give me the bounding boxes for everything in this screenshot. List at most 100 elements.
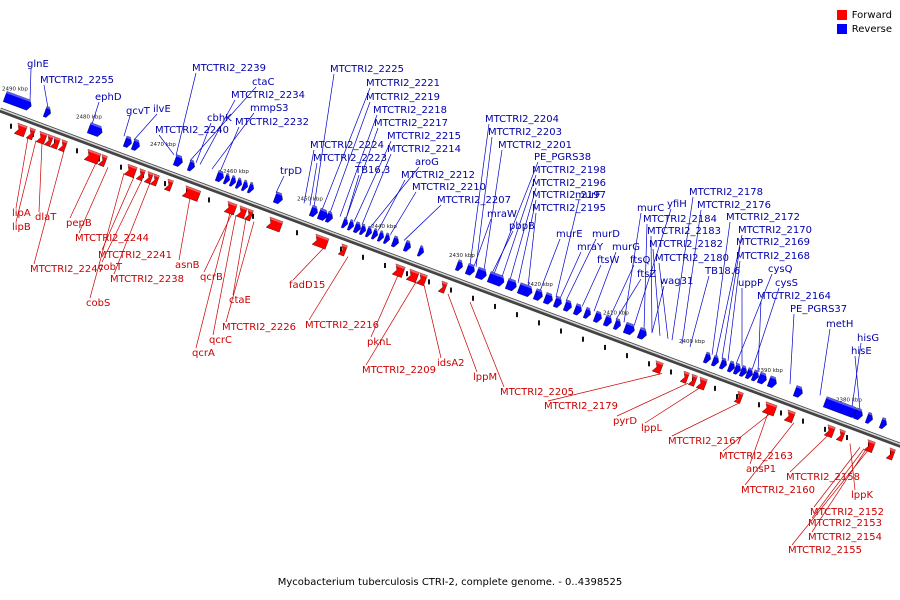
forward-gene-label: MTCTRI2_2238 — [110, 274, 184, 285]
reverse-gene-label: ftsZ — [637, 269, 656, 280]
reverse-gene-label: ctaC — [252, 77, 275, 88]
forward-gene-label: qcrB — [200, 272, 223, 283]
reverse-gene — [130, 138, 142, 151]
reverse-gene — [532, 288, 545, 301]
tick-mark — [582, 336, 584, 342]
reverse-leader-line — [517, 199, 537, 283]
reverse-gene-label: MTCTRI2_2217 — [374, 118, 448, 129]
reverse-gene-label: MTCTRI2_2232 — [235, 117, 309, 128]
reverse-leader-line — [727, 260, 741, 362]
reverse-gene — [878, 417, 889, 429]
reverse-leader-line — [219, 126, 240, 173]
forward-gene-label: lppL — [641, 423, 662, 434]
reverse-gene-label: murE — [556, 229, 583, 240]
forward-gene — [679, 370, 690, 384]
reverse-gene — [602, 314, 614, 327]
tick-mark — [120, 164, 122, 170]
forward-leader-line — [469, 301, 505, 388]
reverse-leader-line — [650, 235, 653, 333]
reverse-gene — [222, 172, 232, 185]
reverse-gene — [486, 271, 506, 287]
forward-gene — [391, 263, 406, 278]
forward-gene — [695, 376, 708, 391]
reverse-leader-line — [91, 101, 100, 125]
reverse-gene-label: MTCTRI2_2182 — [649, 239, 723, 250]
reverse-gene — [228, 175, 238, 187]
tick-mark — [450, 287, 452, 293]
reverse-gene-label: glnE — [27, 59, 49, 70]
tick-mark — [384, 262, 386, 268]
forward-leader-line — [370, 275, 399, 338]
forward-gene-label: asnB — [175, 260, 200, 271]
forward-leader-line — [78, 167, 109, 234]
reverse-leader-line — [819, 328, 831, 396]
reverse-gene-label: MTCTRI2_2176 — [697, 200, 771, 211]
forward-gene-label: lipA — [12, 208, 31, 219]
forward-gene — [57, 139, 68, 153]
reverse-gene — [402, 240, 413, 252]
reverse-gene-label: PE_PGRS37 — [790, 304, 847, 315]
forward-gene — [437, 280, 448, 294]
forward-gene — [235, 205, 248, 220]
forward-leader-line — [849, 443, 856, 491]
forward-gene-label: ctaE — [229, 295, 251, 306]
reverse-leader-line — [377, 179, 406, 231]
reverse-leader-line — [469, 123, 490, 266]
forward-leader-line — [811, 448, 865, 519]
forward-gene — [415, 272, 428, 287]
forward-swatch — [836, 10, 847, 20]
forward-gene — [687, 373, 698, 387]
tick-mark — [406, 271, 408, 277]
reverse-gene — [464, 263, 477, 276]
reverse-gene-label: MTCTRI2_2203 — [488, 127, 562, 138]
reverse-leader-line — [539, 238, 561, 292]
reverse-gene — [214, 170, 226, 183]
legend-item-forward: Forward — [836, 8, 892, 22]
forward-gene-label: MTCTRI2_2244 — [75, 233, 149, 244]
reverse-leader-line — [493, 161, 539, 275]
reverse-leader-line — [559, 251, 582, 299]
legend-item-reverse: Reverse — [836, 22, 892, 36]
forward-gene — [863, 439, 876, 453]
forward-leader-line — [722, 413, 771, 452]
tick-mark — [472, 295, 474, 301]
tick-mark — [164, 181, 166, 187]
forward-leader-line — [423, 284, 442, 359]
reverse-gene — [738, 365, 749, 377]
tick-mark — [648, 361, 650, 367]
reverse-leader-line — [658, 262, 669, 339]
forward-gene — [25, 127, 36, 141]
forward-gene — [823, 424, 836, 438]
reverse-gene-label: MTCTRI2_2207 — [437, 195, 511, 206]
reverse-gene-label: TB16.3 — [354, 165, 390, 176]
reverse-gene-label: MTCTRI2_2168 — [736, 251, 810, 262]
reverse-gene — [376, 230, 386, 242]
reverse-gene-label: MTCTRI2_2204 — [485, 114, 559, 125]
reverse-gene-label: cysQ — [768, 264, 793, 275]
forward-gene-label: pknL — [367, 337, 391, 348]
reverse-gene-label: PE_PGRS38 — [534, 152, 591, 163]
forward-leader-line — [365, 281, 417, 366]
reverse-leader-line — [615, 278, 642, 320]
forward-gene — [13, 122, 28, 138]
tick-label: 2490 kbp — [2, 87, 28, 93]
reverse-gene — [324, 210, 335, 223]
forward-leader-line — [791, 450, 869, 546]
forward-gene-label: MTCTRI2_2209 — [362, 365, 436, 376]
reverse-gene-label: MTCTRI2_2255 — [40, 75, 114, 86]
tick-mark — [362, 254, 364, 260]
tick-mark — [780, 410, 782, 416]
reverse-gene-label: pbpB — [509, 221, 535, 232]
reverse-gene-label: MTCTRI2_2198 — [532, 165, 606, 176]
forward-gene — [223, 201, 238, 216]
forward-leader-line — [789, 435, 829, 473]
reverse-leader-line — [361, 153, 392, 225]
tick-mark — [340, 246, 342, 252]
reverse-gene — [308, 205, 320, 218]
reverse-gene — [370, 228, 380, 240]
forward-gene — [733, 390, 744, 404]
forward-gene-label: lipB — [12, 222, 31, 233]
reverse-gene-label: MTCTRI2_2170 — [738, 225, 812, 236]
chromosome-backbone — [0, 107, 900, 448]
